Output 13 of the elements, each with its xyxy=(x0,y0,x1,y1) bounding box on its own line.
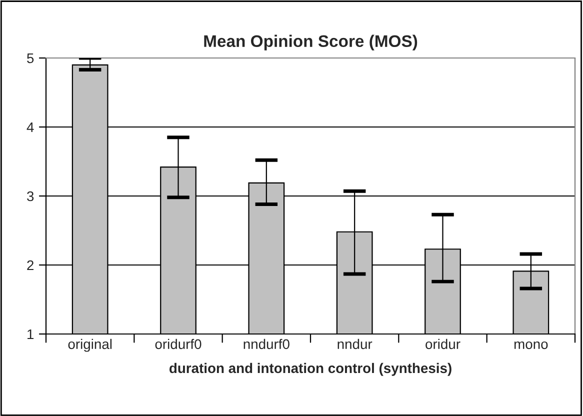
y-tick-label: 5 xyxy=(27,53,34,64)
chart-title: Mean Opinion Score (MOS) xyxy=(204,34,418,50)
y-tick-label: 1 xyxy=(28,329,34,340)
x-tick-label: mono xyxy=(514,341,548,350)
y-tick-label: 4 xyxy=(26,122,34,132)
x-tick-label: original xyxy=(68,338,112,352)
y-tick-label: 2 xyxy=(27,260,34,270)
x-tick-label: nndur xyxy=(338,338,372,350)
x-tick-label: oridur xyxy=(426,338,460,350)
x-tick-label: oridurf0 xyxy=(155,338,202,350)
x-tick-label: nndurf0 xyxy=(244,338,290,350)
y-tick-label: 3 xyxy=(27,191,34,202)
x-axis-title: duration and intonation control (synthesis) xyxy=(169,362,452,376)
